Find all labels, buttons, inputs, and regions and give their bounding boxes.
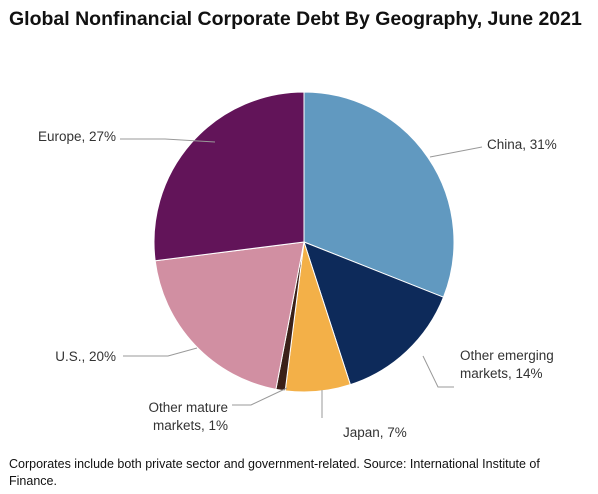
slice-label-other-mature-markets: Other mature markets, 1% <box>148 400 228 433</box>
leader-line-china <box>429 146 483 158</box>
slice-label-line: markets, 14% <box>460 366 543 381</box>
slice-label-line: U.S., 20% <box>55 349 116 364</box>
leader-line-europe <box>120 138 216 143</box>
chart-title: Global Nonfinancial Corporate Debt By Ge… <box>9 8 582 30</box>
slice-label-line: China, 31% <box>487 137 557 152</box>
slice-label-line: Japan, 7% <box>343 425 407 440</box>
slice-label-europe: Europe, 27% <box>38 129 116 144</box>
slice-label-line: Other emerging <box>460 348 554 363</box>
leader-line-other-emerging-markets <box>422 355 454 388</box>
pie-slice-china <box>303 91 455 298</box>
slice-label-line: Other mature <box>148 400 228 415</box>
slice-labels: China, 31% Other emerging markets, 14% Japa… <box>38 129 557 440</box>
slice-label-u-s: U.S., 20% <box>55 349 116 364</box>
slice-label-china: China, 31% <box>487 137 557 152</box>
leader-lines <box>120 138 483 418</box>
pie-slice-u-s <box>154 241 305 390</box>
slice-label-line: markets, 1% <box>153 418 228 433</box>
slice-label-other-emerging-markets: Other emerging markets, 14% <box>460 348 554 381</box>
slice-label-line: Europe, 27% <box>38 129 116 144</box>
slice-label-japan: Japan, 7% <box>343 425 407 440</box>
pie-slices <box>153 91 455 393</box>
leader-line-u-s <box>123 347 198 357</box>
chart-footnote: Corporates include both private sector a… <box>9 457 540 488</box>
pie-slice-europe <box>153 91 305 262</box>
leader-line-other-mature-markets <box>232 387 288 406</box>
